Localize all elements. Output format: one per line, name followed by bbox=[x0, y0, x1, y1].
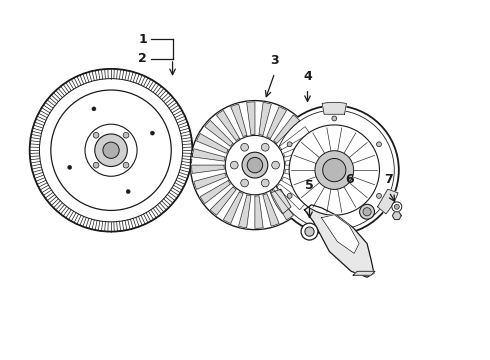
Circle shape bbox=[287, 193, 292, 198]
Polygon shape bbox=[200, 181, 230, 204]
Circle shape bbox=[191, 100, 319, 230]
Circle shape bbox=[274, 110, 394, 230]
Circle shape bbox=[261, 143, 269, 151]
Polygon shape bbox=[305, 205, 374, 277]
Polygon shape bbox=[277, 184, 305, 210]
Polygon shape bbox=[321, 215, 359, 253]
Circle shape bbox=[363, 208, 371, 216]
Circle shape bbox=[242, 152, 268, 178]
Polygon shape bbox=[285, 169, 318, 181]
Circle shape bbox=[289, 125, 379, 215]
Circle shape bbox=[126, 190, 130, 194]
Circle shape bbox=[95, 134, 127, 167]
Polygon shape bbox=[378, 189, 398, 214]
Circle shape bbox=[270, 105, 399, 235]
Circle shape bbox=[93, 162, 99, 168]
Polygon shape bbox=[392, 212, 401, 220]
Circle shape bbox=[241, 143, 248, 151]
Circle shape bbox=[85, 124, 137, 176]
Circle shape bbox=[323, 158, 346, 182]
Polygon shape bbox=[246, 102, 255, 134]
Circle shape bbox=[123, 162, 129, 168]
Circle shape bbox=[394, 204, 399, 209]
Circle shape bbox=[241, 179, 248, 187]
Text: 2: 2 bbox=[138, 53, 147, 66]
Polygon shape bbox=[267, 107, 287, 138]
Circle shape bbox=[305, 227, 314, 236]
Circle shape bbox=[123, 132, 129, 138]
Text: 3: 3 bbox=[270, 54, 279, 67]
Polygon shape bbox=[223, 192, 243, 224]
Circle shape bbox=[30, 69, 193, 231]
Circle shape bbox=[376, 142, 381, 147]
Polygon shape bbox=[322, 102, 346, 114]
Polygon shape bbox=[205, 121, 233, 146]
Polygon shape bbox=[270, 190, 294, 220]
Circle shape bbox=[225, 135, 285, 195]
Polygon shape bbox=[231, 104, 247, 136]
Circle shape bbox=[150, 131, 154, 135]
Circle shape bbox=[271, 161, 279, 169]
Polygon shape bbox=[270, 189, 291, 214]
Circle shape bbox=[51, 90, 171, 211]
Circle shape bbox=[261, 179, 269, 187]
Circle shape bbox=[376, 193, 381, 198]
Circle shape bbox=[332, 219, 337, 224]
Circle shape bbox=[39, 78, 183, 222]
Polygon shape bbox=[255, 196, 263, 228]
Polygon shape bbox=[282, 177, 313, 197]
Polygon shape bbox=[217, 111, 240, 140]
Polygon shape bbox=[284, 141, 316, 157]
Polygon shape bbox=[192, 149, 225, 161]
Circle shape bbox=[315, 151, 354, 189]
Polygon shape bbox=[259, 103, 271, 135]
Polygon shape bbox=[194, 173, 226, 189]
Text: 4: 4 bbox=[303, 70, 312, 83]
Text: 1: 1 bbox=[138, 33, 147, 46]
Circle shape bbox=[247, 157, 263, 173]
Polygon shape bbox=[286, 157, 318, 165]
Circle shape bbox=[360, 204, 374, 219]
Circle shape bbox=[301, 223, 318, 240]
Circle shape bbox=[230, 161, 238, 169]
Circle shape bbox=[103, 142, 119, 158]
Circle shape bbox=[287, 142, 292, 147]
Text: 6: 6 bbox=[345, 173, 353, 186]
Polygon shape bbox=[196, 134, 228, 153]
Text: 5: 5 bbox=[305, 179, 314, 192]
Polygon shape bbox=[239, 195, 251, 228]
Circle shape bbox=[332, 116, 337, 121]
Circle shape bbox=[93, 132, 99, 138]
Polygon shape bbox=[210, 187, 236, 215]
Polygon shape bbox=[279, 127, 310, 150]
Polygon shape bbox=[263, 194, 279, 226]
Polygon shape bbox=[192, 165, 224, 174]
Polygon shape bbox=[353, 271, 375, 275]
Circle shape bbox=[68, 165, 72, 170]
Polygon shape bbox=[274, 115, 299, 143]
Circle shape bbox=[92, 107, 96, 111]
Text: 7: 7 bbox=[385, 173, 393, 186]
Circle shape bbox=[392, 202, 402, 212]
